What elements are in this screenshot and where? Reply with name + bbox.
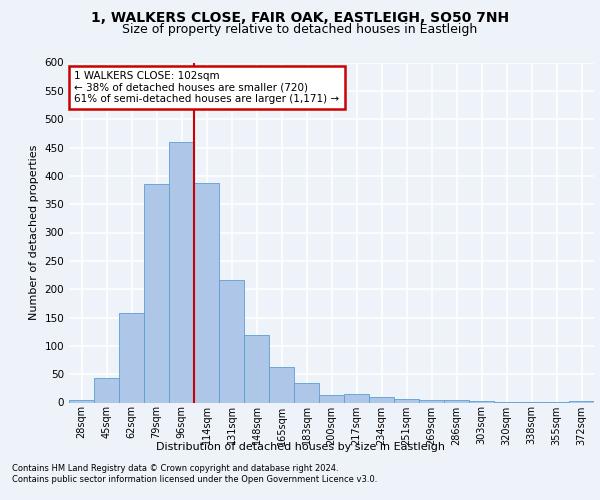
Text: Size of property relative to detached houses in Eastleigh: Size of property relative to detached ho…	[122, 22, 478, 36]
Bar	[94, 378, 119, 402]
Bar	[444, 400, 469, 402]
Bar	[119, 313, 144, 402]
Bar	[169, 142, 194, 403]
Bar	[394, 398, 419, 402]
Text: 1, WALKERS CLOSE, FAIR OAK, EASTLEIGH, SO50 7NH: 1, WALKERS CLOSE, FAIR OAK, EASTLEIGH, S…	[91, 11, 509, 25]
Bar	[244, 334, 269, 402]
Text: Contains public sector information licensed under the Open Government Licence v3: Contains public sector information licen…	[12, 475, 377, 484]
Bar	[144, 184, 169, 402]
Bar	[319, 394, 344, 402]
Bar	[294, 382, 319, 402]
Bar	[69, 400, 94, 402]
Bar	[369, 397, 394, 402]
Bar	[344, 394, 369, 402]
Bar	[219, 280, 244, 402]
Text: Contains HM Land Registry data © Crown copyright and database right 2024.: Contains HM Land Registry data © Crown c…	[12, 464, 338, 473]
Text: 1 WALKERS CLOSE: 102sqm
← 38% of detached houses are smaller (720)
61% of semi-d: 1 WALKERS CLOSE: 102sqm ← 38% of detache…	[74, 71, 340, 104]
Bar	[269, 367, 294, 402]
Bar	[194, 182, 219, 402]
Text: Distribution of detached houses by size in Eastleigh: Distribution of detached houses by size …	[155, 442, 445, 452]
Bar	[419, 400, 444, 402]
Y-axis label: Number of detached properties: Number of detached properties	[29, 145, 39, 320]
